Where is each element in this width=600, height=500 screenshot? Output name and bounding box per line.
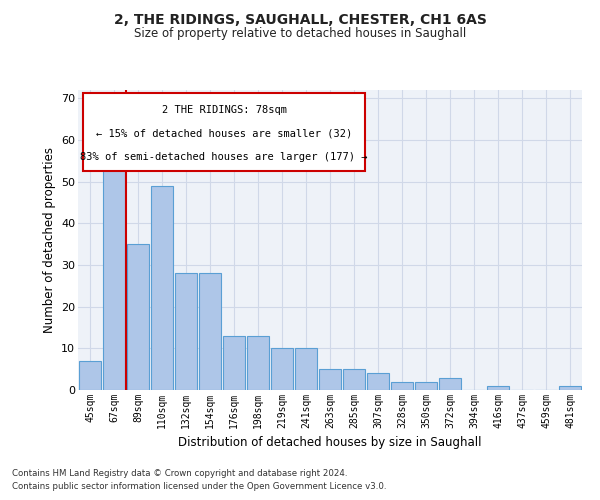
Bar (319, 369, 341, 390)
Bar (103, 152, 125, 390)
Text: 2, THE RIDINGS, SAUGHALL, CHESTER, CH1 6AS: 2, THE RIDINGS, SAUGHALL, CHESTER, CH1 6… (113, 12, 487, 26)
Bar (559, 386, 581, 390)
Bar (175, 274, 197, 390)
Bar (487, 386, 509, 390)
Text: ← 15% of detached houses are smaller (32): ← 15% of detached houses are smaller (32… (96, 128, 352, 138)
Bar (223, 336, 245, 390)
Bar (79, 361, 101, 390)
Y-axis label: Number of detached properties: Number of detached properties (43, 147, 56, 333)
X-axis label: Distribution of detached houses by size in Saughall: Distribution of detached houses by size … (178, 436, 482, 450)
Bar (199, 274, 221, 390)
Bar (271, 348, 293, 390)
Bar (247, 336, 269, 390)
Text: Contains public sector information licensed under the Open Government Licence v3: Contains public sector information licen… (12, 482, 386, 491)
Bar (151, 186, 173, 390)
Bar (391, 382, 413, 390)
Bar (367, 374, 389, 390)
Text: 83% of semi-detached houses are larger (177) →: 83% of semi-detached houses are larger (… (80, 152, 368, 162)
Text: 2 THE RIDINGS: 78sqm: 2 THE RIDINGS: 78sqm (161, 105, 287, 115)
Text: Contains HM Land Registry data © Crown copyright and database right 2024.: Contains HM Land Registry data © Crown c… (12, 468, 347, 477)
Bar (415, 382, 437, 390)
FancyBboxPatch shape (83, 93, 365, 171)
Text: Size of property relative to detached houses in Saughall: Size of property relative to detached ho… (134, 28, 466, 40)
Bar (439, 378, 461, 390)
Bar (295, 348, 317, 390)
Bar (343, 369, 365, 390)
Bar (127, 244, 149, 390)
